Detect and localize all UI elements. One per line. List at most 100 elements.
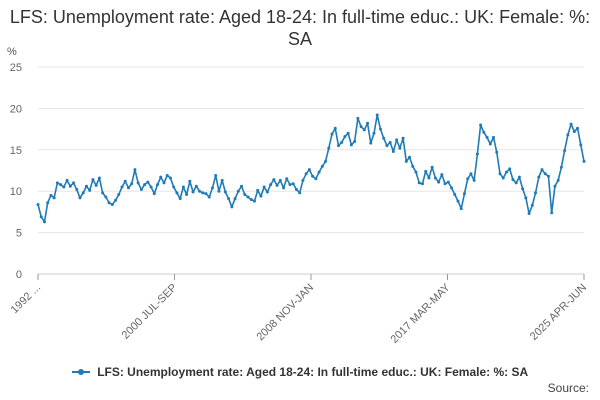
data-point [469, 172, 473, 176]
data-point [175, 191, 179, 195]
data-point [427, 176, 431, 180]
data-point [240, 184, 244, 188]
data-point [146, 180, 150, 184]
data-point [424, 169, 428, 173]
data-point [504, 170, 508, 174]
data-point [165, 173, 169, 177]
data-point [508, 167, 512, 171]
data-point [78, 196, 82, 200]
data-point [252, 199, 256, 203]
data-point [198, 189, 202, 193]
data-point [501, 176, 505, 180]
data-point [65, 178, 69, 182]
data-point [556, 178, 560, 182]
data-point [210, 186, 214, 190]
data-point [246, 195, 250, 199]
data-point [576, 126, 580, 130]
data-point [236, 189, 240, 193]
data-point [52, 196, 56, 200]
data-point [75, 188, 79, 192]
data-point [382, 136, 386, 140]
data-point [414, 170, 418, 174]
data-point [336, 144, 340, 148]
data-point [440, 173, 444, 177]
data-point [314, 177, 318, 181]
data-point [521, 187, 525, 191]
y-tick-label: 25 [10, 62, 22, 74]
data-point [230, 205, 234, 209]
data-point [343, 135, 347, 139]
data-point [39, 215, 43, 219]
data-point [217, 189, 221, 193]
data-point [398, 146, 402, 150]
data-point [579, 143, 583, 147]
data-point [194, 184, 198, 188]
data-point [301, 178, 305, 182]
data-point [401, 136, 405, 140]
data-point [123, 179, 127, 183]
data-point [395, 138, 399, 142]
data-point [101, 191, 105, 195]
data-point [563, 149, 567, 153]
data-point [275, 183, 279, 187]
data-point [353, 140, 357, 144]
data-point [311, 174, 315, 178]
data-point [540, 168, 544, 172]
data-point [49, 193, 53, 197]
series-line [37, 114, 585, 223]
data-point [272, 178, 276, 182]
data-point [265, 190, 269, 194]
x-tick-label: 2017 MAR-MAY [389, 281, 454, 346]
y-tick-label: 0 [16, 269, 22, 281]
data-point [359, 125, 363, 129]
data-point [104, 195, 108, 199]
data-point [443, 182, 447, 186]
data-point [294, 188, 298, 192]
data-point [437, 180, 441, 184]
data-point [298, 191, 302, 195]
data-point [278, 178, 282, 182]
data-point [191, 190, 195, 194]
data-point [152, 192, 156, 196]
data-point [385, 144, 389, 148]
data-point [462, 192, 466, 196]
data-point [46, 201, 50, 205]
data-point [68, 184, 72, 188]
data-point [133, 168, 137, 172]
data-point [207, 195, 211, 199]
gridlines [38, 66, 584, 275]
data-point [514, 181, 518, 185]
data-point [333, 126, 337, 130]
data-point [233, 197, 237, 201]
data-point [550, 211, 554, 215]
data-point [139, 188, 143, 192]
data-point [324, 159, 328, 163]
data-point [288, 183, 292, 187]
data-point [391, 149, 395, 153]
data-point [227, 197, 231, 201]
data-point [330, 132, 334, 136]
data-point [485, 135, 489, 139]
data-point [375, 113, 379, 117]
data-point [36, 202, 40, 206]
data-point [307, 168, 311, 172]
data-point [81, 191, 85, 195]
data-point [356, 116, 360, 120]
data-point [582, 159, 586, 163]
data-point [256, 188, 260, 192]
data-point [553, 184, 557, 188]
data-point [223, 190, 227, 194]
data-point [282, 186, 286, 190]
data-point [162, 181, 166, 185]
data-point [262, 185, 266, 189]
data-point [566, 133, 570, 137]
data-point [269, 183, 273, 187]
data-point [88, 188, 92, 192]
data-point [320, 164, 324, 168]
data-point [185, 193, 189, 197]
legend[interactable]: LFS: Unemployment rate: Aged 18-24: In f… [0, 364, 600, 379]
x-tick-label: 2025 APR-JUN [528, 282, 589, 343]
data-point [117, 193, 121, 197]
data-point [172, 185, 176, 189]
data-point [259, 194, 263, 198]
